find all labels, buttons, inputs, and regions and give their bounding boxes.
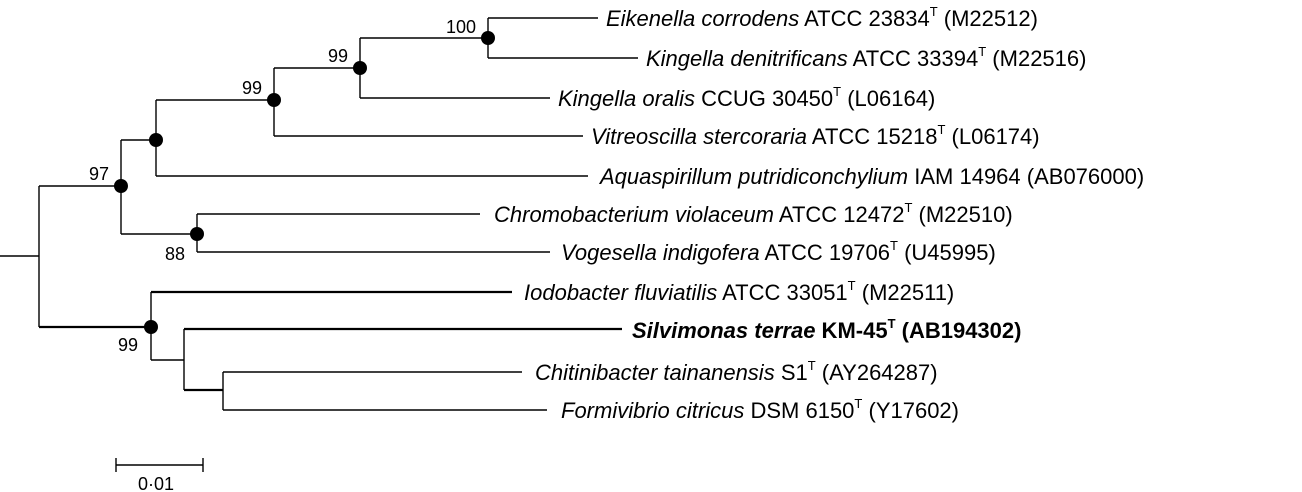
type-strain-mark: T: [930, 4, 938, 19]
taxon-label: Chitinibacter tainanensis S1T (AY264287): [535, 358, 938, 385]
taxon-strain: ATCC 33394: [848, 46, 978, 71]
node-dot: [144, 320, 158, 334]
type-strain-mark: T: [833, 84, 841, 99]
taxon-label: Aquaspirillum putridiconchylium IAM 1496…: [598, 164, 1144, 189]
taxon-name: Silvimonas terrae: [632, 318, 815, 343]
type-strain-mark: T: [904, 200, 912, 215]
taxon-accession: (M22510): [912, 202, 1012, 227]
bootstrap-value: 99: [118, 335, 138, 355]
taxon-name: Vogesella indigofera: [561, 240, 760, 265]
taxon-strain: CCUG 30450: [695, 86, 833, 111]
type-strain-mark: T: [848, 278, 856, 293]
taxon-label-highlighted: Silvimonas terrae KM-45T (AB194302): [632, 316, 1021, 343]
node-dot: [114, 179, 128, 193]
taxon-name: Kingella oralis: [558, 86, 695, 111]
bootstrap-values: 100 99 99 97 88 99: [89, 17, 476, 355]
bootstrap-value: 100: [446, 17, 476, 37]
bootstrap-value: 97: [89, 164, 109, 184]
scale-bar-label: 0·01: [138, 474, 174, 492]
taxon-name: Formivibrio citricus: [561, 398, 744, 423]
taxon-label: Eikenella corrodens ATCC 23834T (M22512): [606, 4, 1038, 31]
type-strain-mark: T: [888, 316, 896, 331]
taxon-strain: IAM 14964 (AB076000): [908, 164, 1144, 189]
bootstrap-value: 99: [328, 46, 348, 66]
taxon-strain: ATCC 15218: [807, 124, 937, 149]
taxon-strain: KM-45: [815, 318, 887, 343]
type-strain-mark: T: [978, 44, 986, 59]
taxon-accession: (AB194302): [896, 318, 1022, 343]
taxon-label: Iodobacter fluviatilis ATCC 33051T (M225…: [524, 278, 954, 305]
taxon-accession: (M22512): [938, 6, 1038, 31]
bootstrap-value: 88: [165, 244, 185, 264]
taxon-accession: (L06174): [945, 124, 1039, 149]
node-dot: [267, 93, 281, 107]
taxon-accession: (AY264287): [816, 360, 938, 385]
taxon-strain: ATCC 12472: [774, 202, 904, 227]
tree-branches: [0, 17, 638, 411]
taxon-labels: Eikenella corrodens ATCC 23834T (M22512)…: [494, 4, 1144, 423]
taxon-label: Vitreoscilla stercoraria ATCC 15218T (L0…: [591, 122, 1040, 149]
bootstrap-value: 99: [242, 78, 262, 98]
taxon-name: Chromobacterium violaceum: [494, 202, 774, 227]
taxon-label: Formivibrio citricus DSM 6150T (Y17602): [561, 396, 959, 423]
taxon-label: Kingella oralis CCUG 30450T (L06164): [558, 84, 935, 111]
node-dot: [190, 227, 204, 241]
taxon-strain: ATCC 33051: [717, 280, 847, 305]
taxon-strain: S1: [775, 360, 808, 385]
taxon-label: Vogesella indigofera ATCC 19706T (U45995…: [561, 238, 996, 265]
taxon-accession: (Y17602): [862, 398, 959, 423]
taxon-name: Vitreoscilla stercoraria: [591, 124, 807, 149]
taxon-name: Eikenella corrodens: [606, 6, 799, 31]
taxon-name: Iodobacter fluviatilis: [524, 280, 717, 305]
type-strain-mark: T: [854, 396, 862, 411]
type-strain-mark: T: [890, 238, 898, 253]
node-dot: [149, 133, 163, 147]
taxon-strain: ATCC 19706: [760, 240, 890, 265]
taxon-label: Chromobacterium violaceum ATCC 12472T (M…: [494, 200, 1013, 227]
taxon-label: Kingella denitrificans ATCC 33394T (M225…: [646, 44, 1086, 71]
taxon-accession: (U45995): [898, 240, 996, 265]
taxon-accession: (M22511): [856, 280, 955, 305]
type-strain-mark: T: [808, 358, 816, 373]
taxon-strain: ATCC 23834: [799, 6, 929, 31]
node-dot: [481, 31, 495, 45]
type-strain-mark: T: [937, 122, 945, 137]
taxon-strain: DSM 6150: [744, 398, 854, 423]
scale-bar: 0·01: [115, 458, 204, 492]
taxon-accession: (L06164): [841, 86, 935, 111]
taxon-name: Chitinibacter tainanensis: [535, 360, 775, 385]
taxon-name: Aquaspirillum putridiconchylium: [598, 164, 908, 189]
node-markers: [114, 31, 495, 334]
node-dot: [353, 61, 367, 75]
taxon-accession: (M22516): [986, 46, 1086, 71]
taxon-name: Kingella denitrificans: [646, 46, 848, 71]
